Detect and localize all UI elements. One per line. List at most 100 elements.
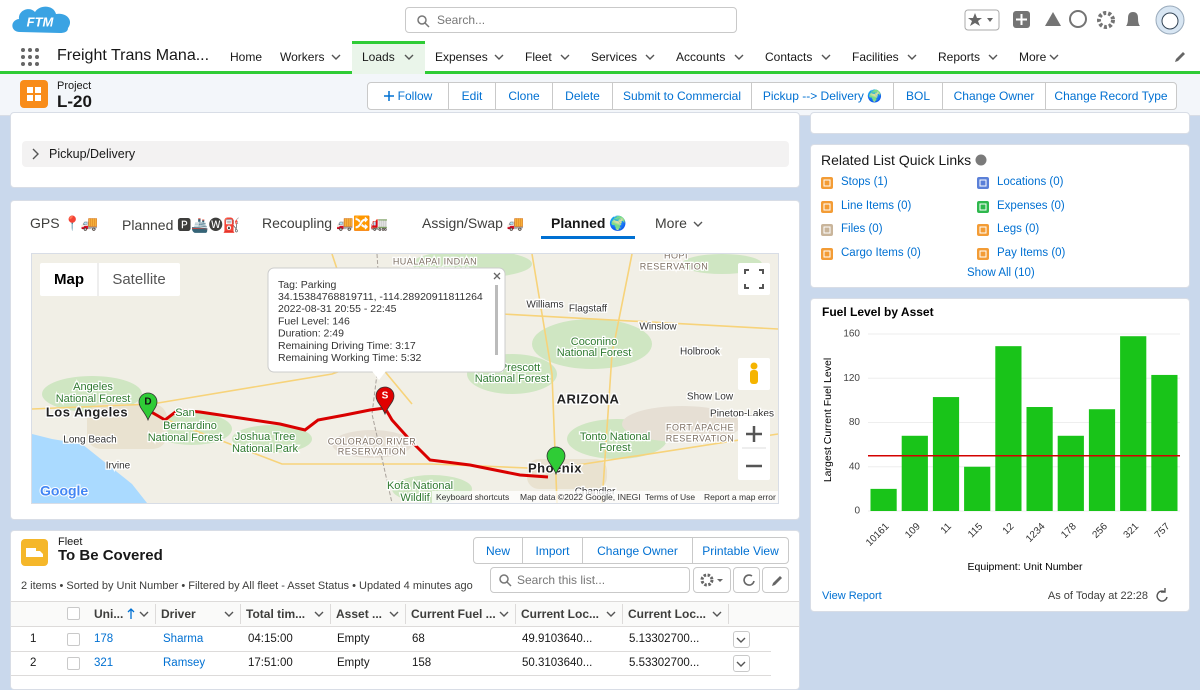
column-header[interactable]: Current Loc... [521, 607, 600, 621]
chevron [494, 54, 504, 60]
nav-item[interactable]: More [1019, 50, 1047, 64]
nav-item[interactable]: Facilities [852, 50, 899, 64]
cell: Empty [337, 657, 370, 669]
quick-link-icon [977, 200, 989, 213]
nav-item[interactable]: Home [230, 50, 263, 64]
record-tab[interactable]: GPS 📍🚚 [30, 215, 99, 231]
cell[interactable]: 178 [94, 633, 114, 645]
quick-link[interactable]: Line Items (0) [841, 199, 912, 212]
header-checkbox[interactable] [67, 607, 80, 620]
action-button[interactable]: Change Owner [942, 82, 1046, 110]
list-button[interactable]: Printable View [692, 537, 789, 564]
quick-link[interactable]: Files (0) [841, 223, 883, 235]
nav-item[interactable]: Accounts [676, 50, 726, 64]
y-tick-label: 120 [843, 373, 860, 384]
action-button[interactable]: Follow [367, 82, 449, 110]
action-button[interactable]: Delete [552, 82, 613, 110]
quick-link[interactable]: Legs (0) [997, 223, 1040, 235]
marker-label: S [382, 391, 389, 402]
quick-link-icon [977, 177, 989, 189]
record-tab[interactable]: Assign/Swap 🚚 [422, 215, 525, 231]
map-footer-link[interactable]: Report a map error [704, 492, 776, 502]
fleet-icon [21, 539, 48, 566]
column-header[interactable]: Uni... [94, 607, 124, 621]
nav-item[interactable]: Reports [938, 50, 981, 64]
record-tab[interactable]: Recoupling 🚚🔀🚛 [262, 215, 389, 231]
quick-link[interactable]: Cargo Items (0) [841, 246, 921, 259]
column-header[interactable]: Driver [161, 607, 196, 621]
action-button[interactable]: BOL [893, 82, 943, 110]
bell-icon[interactable] [1126, 12, 1140, 26]
nav-item[interactable]: Services [591, 50, 638, 64]
cell: Empty [337, 633, 370, 645]
cell[interactable]: Ramsey [163, 657, 206, 669]
row-checkbox[interactable] [67, 657, 80, 670]
nav-item[interactable]: Loads [362, 50, 395, 64]
list-icon-button[interactable] [762, 567, 789, 593]
view-report-link[interactable]: View Report [822, 590, 882, 602]
nav-item[interactable]: Workers [280, 50, 325, 64]
cell[interactable]: Sharma [163, 633, 204, 645]
quick-link[interactable]: Stops (1) [841, 176, 888, 188]
map-footer-link[interactable]: Map data ©2022 Google, INEGI [520, 492, 641, 502]
chevron [1049, 54, 1059, 60]
info-circle [975, 154, 987, 166]
action-button[interactable]: Clone [495, 82, 553, 110]
refresh-icon[interactable] [1156, 588, 1168, 602]
action-button[interactable]: Pickup --> Delivery 🌍 [751, 82, 894, 110]
cell[interactable]: 321 [94, 657, 114, 669]
nav-item[interactable]: Expenses [435, 50, 488, 64]
column-header[interactable]: Current Loc... [628, 607, 707, 621]
quick-link[interactable]: Pay Items (0) [997, 246, 1066, 259]
quick-link[interactable]: Expenses (0) [997, 199, 1065, 212]
list-icon-button[interactable] [733, 567, 760, 593]
row-action[interactable] [733, 631, 750, 648]
quick-links-title: Related List Quick Links [821, 152, 972, 168]
record-tab[interactable]: More [655, 215, 687, 231]
show-all-link[interactable]: Show All (10) [967, 267, 1035, 279]
column-header[interactable]: Total tim... [246, 607, 306, 621]
icon-glyph [823, 250, 831, 257]
row-checkbox[interactable] [67, 633, 80, 646]
column-header[interactable]: Current Fuel ... [411, 607, 496, 621]
section-chevron [32, 148, 39, 160]
map-marker[interactable] [138, 392, 158, 422]
list-search[interactable] [490, 567, 690, 593]
row-action[interactable] [733, 655, 750, 672]
nav-item[interactable]: Contacts [765, 50, 813, 64]
global-search[interactable] [405, 7, 737, 33]
map-type-button[interactable]: Satellite [112, 271, 165, 288]
favorites-button[interactable] [964, 9, 1000, 31]
plus-icon [383, 91, 394, 101]
row-number: 2 [30, 657, 37, 669]
quick-link[interactable]: Locations (0) [997, 176, 1064, 188]
trailhead-icon[interactable] [1045, 12, 1061, 26]
help-icon[interactable] [1069, 10, 1087, 28]
record-tab[interactable]: Planned 🅿🚢🅦⛽ [122, 217, 241, 233]
add-plus [1016, 14, 1027, 25]
info-close[interactable] [493, 272, 501, 280]
map-footer-link[interactable]: Keyboard shortcuts [436, 492, 509, 502]
action-button[interactable]: Submit to Commercial [612, 82, 752, 110]
action-button[interactable]: Edit [448, 82, 496, 110]
setup-icon[interactable] [1097, 11, 1115, 29]
map-marker[interactable] [546, 446, 566, 476]
list-button[interactable]: New [473, 537, 523, 564]
nav-item[interactable]: Fleet [525, 50, 552, 64]
action-label: Submit to Commercial [622, 89, 742, 103]
record-tab[interactable]: Planned 🌍 [551, 215, 627, 231]
icon-bg [821, 247, 833, 260]
action-button[interactable]: Change Record Type [1045, 82, 1177, 110]
zoom-in[interactable] [746, 426, 762, 442]
fullscreen-button[interactable] [738, 263, 770, 295]
side-card [810, 112, 1190, 134]
section-title[interactable]: Pickup/Delivery [49, 147, 136, 161]
avatar-face [1161, 12, 1179, 30]
list-button[interactable]: Import [522, 537, 583, 564]
road [601, 254, 633, 503]
map-type-button[interactable]: Map [54, 271, 84, 288]
column-header[interactable]: Asset ... [336, 607, 383, 621]
map-footer-link[interactable]: Terms of Use [645, 492, 695, 502]
map-marker[interactable] [375, 386, 395, 416]
list-button[interactable]: Change Owner [582, 537, 693, 564]
